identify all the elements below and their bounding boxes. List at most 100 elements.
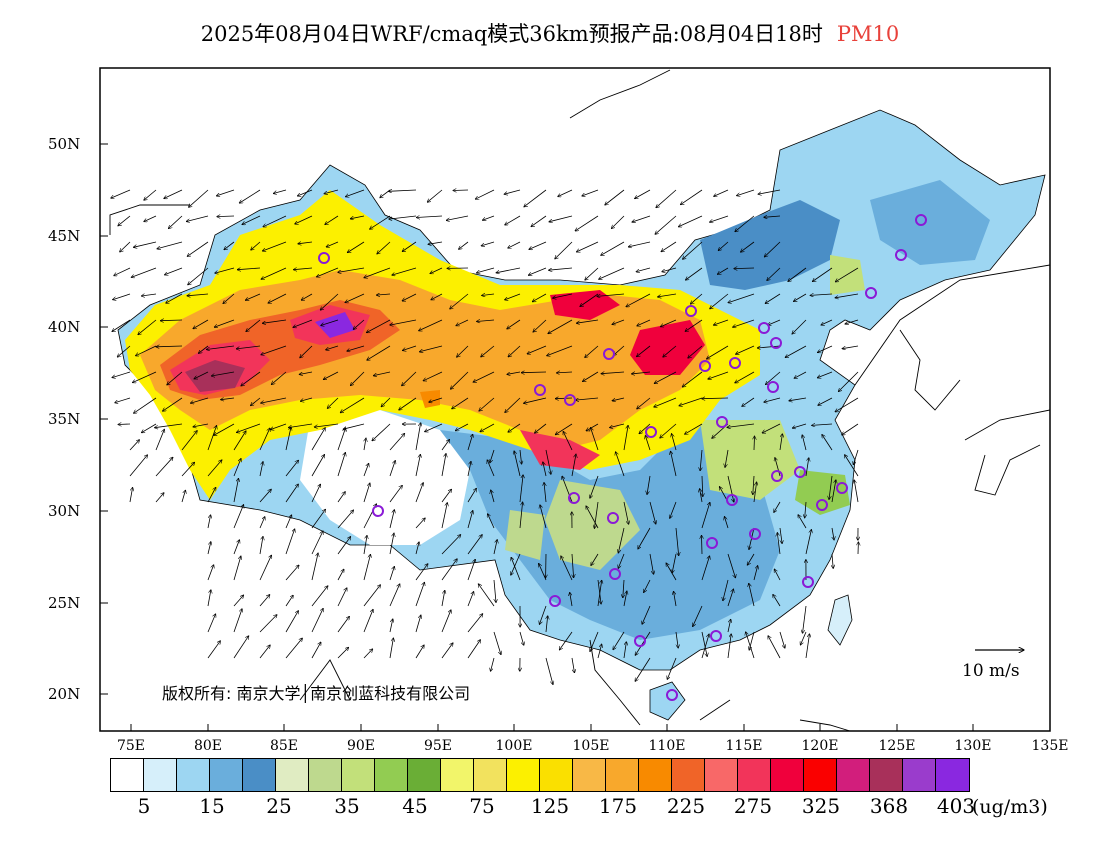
wind-arrow bbox=[511, 553, 521, 575]
wind-arrow bbox=[749, 583, 755, 607]
lat-label-50n: 50N bbox=[48, 135, 81, 153]
wind-arrow bbox=[363, 649, 373, 659]
wind-arrow bbox=[392, 267, 417, 275]
wind-arrow bbox=[785, 345, 807, 358]
wind-arrow bbox=[794, 371, 807, 378]
station-marker bbox=[710, 630, 722, 642]
wind-arrow bbox=[504, 189, 521, 194]
wind-arrow bbox=[583, 371, 599, 382]
wind-arrow bbox=[402, 241, 417, 252]
wind-arrow bbox=[775, 458, 781, 477]
wind-arrow bbox=[134, 397, 157, 413]
station-marker bbox=[609, 568, 621, 580]
wind-arrow bbox=[293, 268, 313, 270]
wind-arrow bbox=[488, 514, 495, 529]
title-text: 2025年08月04日WRF/cmaq模式36km预报产品:08月04日18时 bbox=[200, 22, 823, 46]
wind-arrow bbox=[259, 428, 270, 451]
wind-arrow bbox=[259, 595, 270, 607]
wind-arrow bbox=[311, 531, 323, 555]
wind-arrow bbox=[155, 429, 164, 451]
wind-arrow bbox=[508, 423, 521, 432]
legend-tick-125: 125 bbox=[530, 794, 570, 818]
wind-arrow bbox=[767, 267, 781, 281]
wind-arrow bbox=[363, 535, 367, 555]
wind-arrow bbox=[662, 267, 677, 272]
station-marker bbox=[603, 348, 615, 360]
wind-arrow bbox=[476, 267, 495, 273]
wind-arrow bbox=[805, 501, 806, 518]
wind-arrow bbox=[717, 267, 729, 274]
wind-arrow bbox=[419, 345, 443, 352]
wind-arrow bbox=[189, 189, 209, 207]
wind-arrow bbox=[430, 267, 443, 274]
wind-arrow bbox=[562, 476, 573, 503]
wind-arrow bbox=[779, 527, 782, 544]
wind-arrow bbox=[508, 345, 521, 357]
wind-arrow bbox=[647, 475, 651, 495]
wind-arrow bbox=[672, 553, 677, 573]
wind-arrow bbox=[553, 293, 573, 298]
wind-arrow bbox=[672, 434, 677, 451]
station-marker bbox=[758, 322, 770, 334]
lon-label-130e: 130E bbox=[954, 738, 992, 754]
wind-arrow bbox=[259, 645, 270, 659]
wind-arrow bbox=[586, 506, 599, 529]
wind-arrow bbox=[735, 371, 755, 383]
wind-arrow bbox=[543, 462, 547, 477]
wind-arrow bbox=[326, 241, 339, 247]
wind-arrow bbox=[299, 371, 313, 375]
wind-arrow bbox=[207, 565, 214, 581]
wind-arrow bbox=[340, 397, 365, 413]
wind-arrow bbox=[376, 294, 391, 295]
wind-arrow bbox=[441, 489, 452, 503]
wind-arrow bbox=[363, 483, 370, 503]
wind-arrow bbox=[713, 319, 729, 325]
wind-arrow bbox=[452, 397, 469, 409]
wind-arrow bbox=[155, 493, 164, 503]
wind-arrow bbox=[812, 424, 833, 425]
wind-arrow bbox=[585, 267, 599, 280]
wind-arrow bbox=[389, 433, 405, 451]
wind-arrow bbox=[155, 423, 183, 428]
wind-arrow bbox=[655, 215, 677, 234]
wind-arrow bbox=[363, 554, 371, 581]
wind-arrow bbox=[493, 540, 497, 555]
wind-arrow bbox=[207, 460, 222, 477]
station-marker bbox=[802, 576, 814, 588]
station-marker bbox=[706, 537, 718, 549]
wind-arrow bbox=[300, 345, 313, 358]
station-marker bbox=[816, 499, 828, 511]
wind-arrow bbox=[623, 579, 624, 598]
legend-tick-35: 35 bbox=[334, 794, 360, 818]
legend-swatch bbox=[375, 759, 408, 791]
wind-arrow bbox=[835, 293, 859, 298]
wind-arrow bbox=[613, 345, 625, 355]
wind-arrow bbox=[505, 293, 521, 300]
wind-arrow bbox=[505, 397, 521, 413]
wind-arrow bbox=[701, 631, 707, 657]
wind-arrow bbox=[285, 611, 299, 633]
wind-arrow bbox=[765, 293, 781, 304]
lat-label-40n: 40N bbox=[48, 318, 81, 336]
wind-arrow bbox=[337, 588, 347, 607]
wind-arrow bbox=[555, 398, 573, 399]
wind-arrow bbox=[835, 267, 859, 282]
wind-arrow bbox=[764, 397, 781, 402]
wind-arrow bbox=[561, 556, 573, 581]
legend-tick-5: 5 bbox=[137, 794, 151, 818]
wind-arrow bbox=[193, 319, 209, 329]
wind-arrow bbox=[415, 564, 428, 581]
wind-arrow bbox=[402, 371, 417, 386]
wind-arrow bbox=[575, 397, 599, 400]
wind-arrow bbox=[817, 371, 833, 378]
wind-arrow bbox=[337, 510, 354, 529]
wind-arrow bbox=[656, 189, 677, 208]
wind-arrow bbox=[261, 345, 287, 355]
lon-label-80e: 80E bbox=[193, 738, 223, 754]
wind-arrow bbox=[597, 580, 602, 607]
wind-arrow bbox=[324, 189, 339, 194]
wind-arrow bbox=[728, 293, 755, 303]
wind-arrow bbox=[181, 462, 195, 477]
wind-arrow bbox=[343, 423, 365, 429]
wind-arrow bbox=[223, 293, 235, 304]
